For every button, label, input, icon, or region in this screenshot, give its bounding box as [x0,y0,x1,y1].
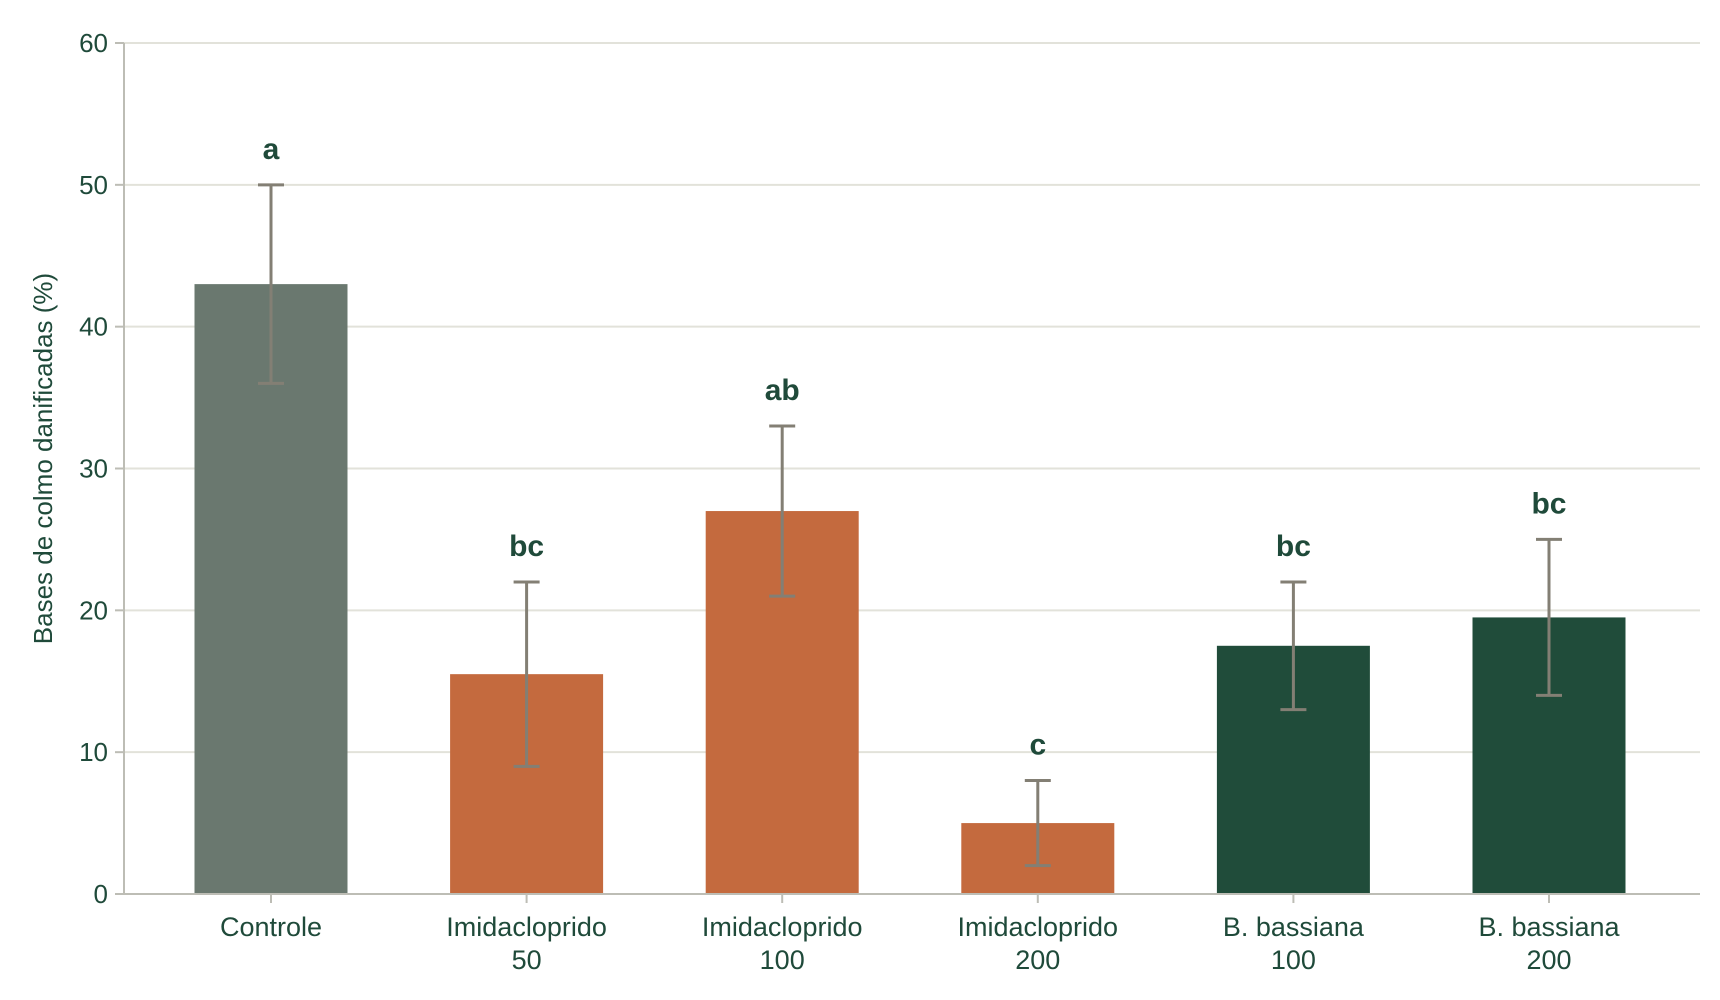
y-tick-label: 50 [79,170,108,200]
x-tick-label-line: 100 [1271,945,1316,975]
x-tick-label-line: Controle [220,912,322,942]
bar [194,284,348,894]
error-bar [1536,537,1562,697]
significance-label: bc [1531,487,1566,520]
x-tick-label-line: 200 [1526,945,1571,975]
grid-lines [124,42,1700,754]
significance-label: a [263,133,280,166]
bars [194,284,1626,894]
x-tick-label-line: 50 [512,945,542,975]
x-tick-label: Imidacloprido 100 [702,912,863,975]
x-tick-label-line: Imidacloprido [446,912,607,942]
axes [115,42,1700,903]
x-tick-label: Imidacloprido 200 [958,912,1119,975]
x-tick-label-line: Imidacloprido [702,912,863,942]
error-bars [258,183,1562,868]
x-tick-label-line: Imidacloprido [958,912,1119,942]
y-tick-label: 30 [79,454,108,484]
error-bar [1280,580,1307,712]
x-tick-label-line: B. bassiana [1478,912,1620,942]
x-tick-label: B. bassiana 200 [1478,912,1620,975]
x-tick-label: Imidacloprido 50 [446,912,607,975]
significance-label: c [1029,729,1046,762]
x-tick-label-line: 100 [760,945,805,975]
y-tick-labels: 0 10 20 30 40 50 60 [79,28,108,909]
x-tick-label-line: 200 [1015,945,1060,975]
error-bar [513,580,540,768]
error-bar [769,424,796,598]
significance-label: ab [765,374,800,407]
significance-label: bc [509,530,544,563]
error-bar [258,183,284,385]
x-tick-label: B. bassiana 100 [1223,912,1365,975]
significance-label: bc [1276,530,1311,563]
y-tick-label: 0 [94,879,108,909]
y-axis-title: Bases de colmo danificadas (%) [28,273,58,644]
y-tick-label: 10 [79,737,108,767]
x-tick-label-line: B. bassiana [1223,912,1365,942]
y-tick-label: 20 [79,595,108,625]
x-tick-label: Controle [220,912,322,942]
y-tick-label: 60 [79,28,108,58]
y-tick-label: 40 [79,312,108,342]
error-bar [1024,779,1051,868]
